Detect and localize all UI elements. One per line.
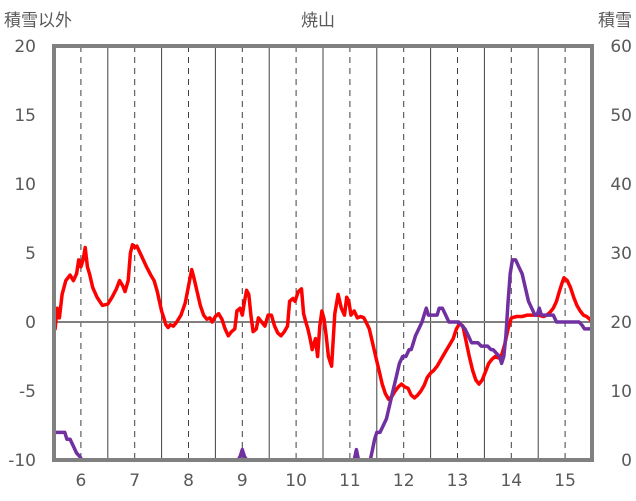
y-left-tick-label: -5: [19, 382, 36, 402]
y-left-tick-label: 15: [14, 106, 36, 126]
y-right-tick-label: 0: [621, 451, 632, 471]
x-tick-label: 15: [554, 471, 576, 491]
x-tick-label: 14: [500, 471, 522, 491]
x-tick-label: 10: [285, 471, 307, 491]
y-right-tick-label: 30: [610, 244, 632, 264]
x-tick-label: 13: [447, 471, 469, 491]
right-axis-label: 積雪: [598, 11, 632, 31]
tick-labels: 6 7 8 9 10 11 12 13 14 15 -10 -5 0 5 10 15 20 0 10 20 30 40 50…: [8, 37, 632, 491]
y-right-tick-label: 20: [610, 313, 632, 333]
x-tick-label: 9: [237, 471, 248, 491]
x-tick-label: 11: [339, 471, 361, 491]
left-axis-label: 積雪以外: [4, 11, 72, 31]
x-tick-label: 7: [129, 471, 140, 491]
y-left-tick-label: 10: [14, 175, 36, 195]
x-tick-label: 6: [75, 471, 86, 491]
y-left-tick-label: -10: [8, 451, 36, 471]
y-left-tick-label: 20: [14, 37, 36, 57]
y-right-tick-label: 40: [610, 175, 632, 195]
series-line-other: [53, 242, 594, 402]
x-tick-label: 8: [183, 471, 194, 491]
y-right-tick-label: 50: [610, 106, 632, 126]
x-tick-label: 12: [393, 471, 415, 491]
plot-frame: [52, 44, 594, 462]
y-left-tick-label: 5: [25, 244, 36, 264]
chart-title: 焼山: [301, 11, 335, 31]
y-left-tick-label: 0: [25, 313, 36, 333]
y-right-tick-label: 60: [610, 37, 632, 57]
y-right-tick-label: 10: [610, 382, 632, 402]
